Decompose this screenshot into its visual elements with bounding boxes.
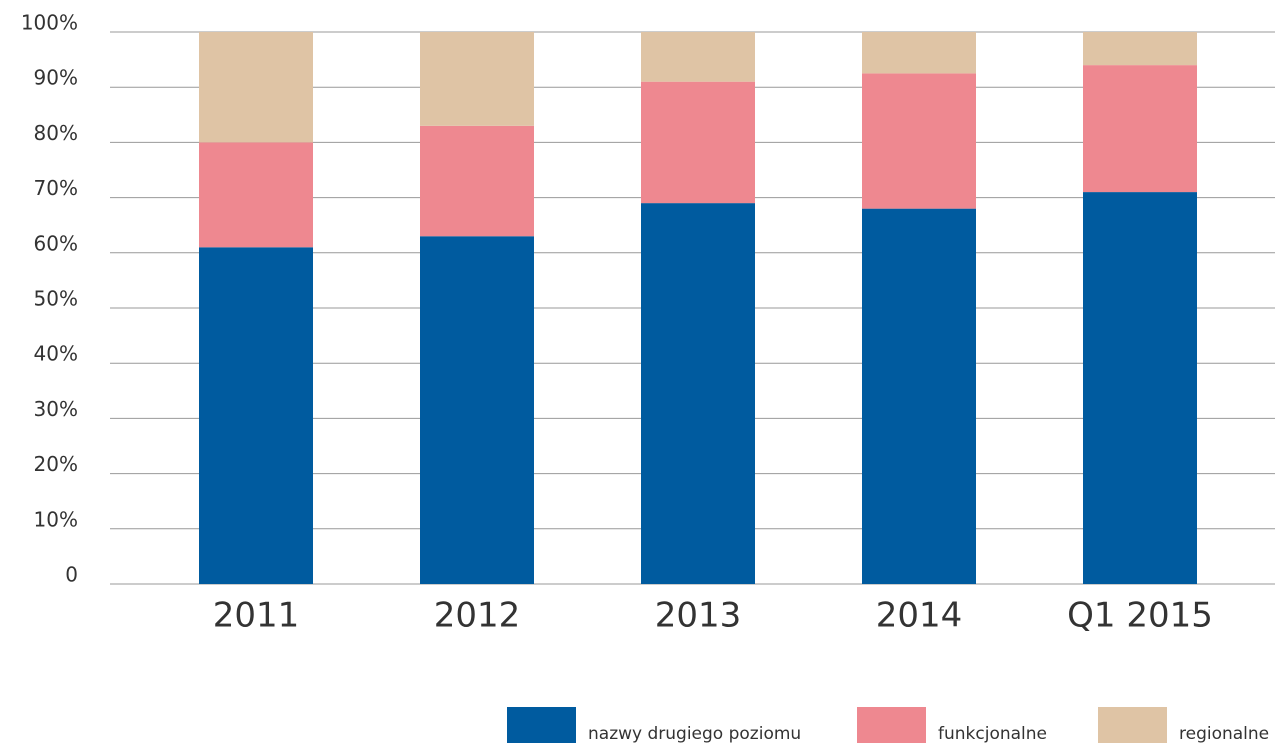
- bar-segment: [420, 32, 534, 126]
- bar-segment: [1083, 32, 1197, 66]
- bar-segment: [199, 247, 313, 584]
- legend-label: nazwy drugiego poziomu: [588, 724, 801, 744]
- y-tick-label: 10%: [34, 507, 78, 531]
- y-tick-label: 0: [65, 563, 78, 587]
- legend-label: funkcjonalne: [938, 724, 1047, 744]
- bar-segment: [420, 125, 534, 237]
- x-tick-label: 2011: [213, 596, 300, 636]
- y-tick-label: 70%: [34, 176, 78, 200]
- x-tick-label: Q1 2015: [1067, 596, 1213, 636]
- y-tick-label: 90%: [34, 66, 78, 90]
- bar-segment: [862, 208, 976, 584]
- legend-swatch: [857, 707, 926, 743]
- bar-segment: [862, 32, 976, 74]
- legend-label: regionalne: [1179, 724, 1269, 744]
- bar-segment: [199, 32, 313, 143]
- y-tick-label: 20%: [34, 452, 78, 476]
- bar-segment: [641, 81, 755, 204]
- y-tick-label: 40%: [34, 342, 78, 366]
- legend-swatch: [1098, 707, 1167, 743]
- x-tick-label: 2013: [655, 596, 742, 636]
- y-tick-label: 50%: [34, 287, 78, 311]
- y-tick-label: 100%: [21, 11, 78, 35]
- bar-segment: [1083, 65, 1197, 193]
- bar-segment: [641, 32, 755, 82]
- bar-segment: [862, 73, 976, 209]
- bar-segment: [199, 142, 313, 248]
- y-tick-label: 30%: [34, 397, 78, 421]
- bar-segment: [1083, 192, 1197, 584]
- legend-swatch: [507, 707, 576, 743]
- x-tick-label: 2014: [876, 596, 963, 636]
- y-tick-label: 60%: [34, 231, 78, 255]
- y-tick-label: 80%: [34, 121, 78, 145]
- x-tick-label: 2012: [434, 596, 521, 636]
- bar-segment: [641, 203, 755, 584]
- bar-segment: [420, 236, 534, 585]
